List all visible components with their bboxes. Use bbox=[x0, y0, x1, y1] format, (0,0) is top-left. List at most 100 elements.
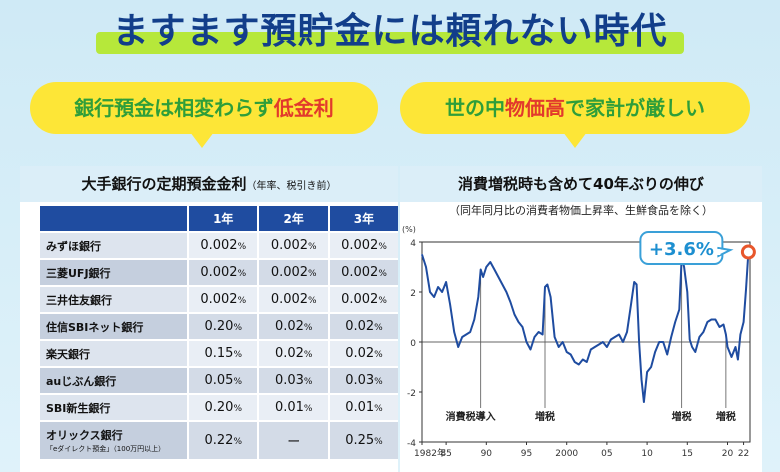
x-tick-label: 20 bbox=[722, 449, 734, 459]
percent-unit: % bbox=[374, 404, 383, 414]
rate-cell: 0.002% bbox=[186, 231, 259, 259]
data-point bbox=[739, 333, 741, 336]
data-point bbox=[638, 341, 640, 343]
annotation-label: 消費税導入 bbox=[446, 410, 496, 423]
percent-unit: % bbox=[378, 242, 387, 252]
rate-cell: 0.002% bbox=[257, 285, 329, 313]
callout-pointer-mask bbox=[716, 249, 721, 255]
rate-cell: 0.02% bbox=[257, 312, 329, 340]
bank-name: 三井住友銀行 bbox=[40, 285, 188, 313]
table-row: 住信SBIネット銀行 0.20% 0.02% 0.02% bbox=[40, 312, 398, 340]
rate-value: 0.15 bbox=[204, 346, 234, 361]
rate-cell: 0.002% bbox=[327, 258, 398, 286]
data-point bbox=[533, 336, 536, 338]
rate-value: 0.002 bbox=[200, 292, 238, 307]
bank-name: 三菱UFJ銀行 bbox=[40, 258, 188, 286]
table-row: SBI新生銀行 0.20% 0.01% 0.01% bbox=[40, 393, 398, 421]
data-point bbox=[706, 321, 708, 323]
rate-cell: 0.02% bbox=[257, 339, 329, 367]
annotation-label: 増税 bbox=[535, 410, 555, 423]
rate-cell: 0.002% bbox=[257, 258, 329, 286]
data-point bbox=[622, 341, 624, 343]
rate-cell: 0.01% bbox=[257, 393, 329, 421]
rates-table: 1年 2年 3年 みずほ銀行 0.002% 0.002% 0.002% 三菱UFJ銀行 0… bbox=[40, 206, 398, 459]
rate-value: 0.20 bbox=[204, 319, 234, 334]
data-point bbox=[517, 321, 520, 323]
data-point bbox=[658, 341, 660, 343]
data-point bbox=[453, 331, 455, 333]
data-point bbox=[590, 348, 592, 351]
percent-unit: % bbox=[374, 350, 383, 360]
table-row: みずほ銀行 0.002% 0.002% 0.002% bbox=[40, 231, 398, 259]
data-point bbox=[537, 331, 540, 333]
data-point bbox=[578, 363, 580, 366]
rate-cell: 0.15% bbox=[186, 339, 259, 367]
rate-value: 0.02 bbox=[345, 346, 375, 361]
data-point bbox=[501, 283, 503, 286]
data-point bbox=[485, 266, 487, 268]
latest-value-marker bbox=[740, 244, 756, 260]
data-point bbox=[726, 346, 729, 348]
percent-unit: % bbox=[233, 404, 242, 414]
left-headline-emphasis: 低金利 bbox=[273, 96, 334, 120]
percent-unit: % bbox=[308, 242, 317, 252]
rate-cell: 0.002% bbox=[257, 231, 329, 259]
data-point bbox=[702, 331, 704, 333]
data-point bbox=[421, 253, 423, 256]
callout-value: +3.6% bbox=[649, 239, 714, 260]
data-point bbox=[489, 261, 491, 263]
data-point bbox=[473, 318, 475, 321]
data-point bbox=[433, 296, 435, 298]
data-point bbox=[662, 341, 664, 343]
bank-name: SBI新生銀行 bbox=[40, 393, 188, 421]
percent-unit: % bbox=[308, 296, 317, 306]
data-point bbox=[461, 336, 463, 338]
rate-value: 0.002 bbox=[341, 292, 379, 307]
percent-unit: % bbox=[237, 269, 247, 279]
annotation-label: 増税 bbox=[716, 410, 736, 423]
rate-cell: 0.01% bbox=[327, 393, 398, 421]
data-point bbox=[525, 341, 528, 343]
data-point bbox=[469, 331, 471, 333]
y-tick-label: -2 bbox=[407, 389, 416, 399]
data-point bbox=[626, 331, 628, 333]
right-headline-emphasis: 物価高 bbox=[505, 96, 565, 120]
rates-note: （年率、税引き前） bbox=[246, 181, 337, 192]
data-point bbox=[482, 276, 484, 278]
percent-unit: % bbox=[233, 377, 242, 387]
rate-cell: 0.20% bbox=[186, 312, 259, 340]
data-point bbox=[513, 313, 516, 316]
rate-value: 0.01 bbox=[274, 400, 304, 415]
data-point bbox=[678, 308, 680, 311]
rates-panel-header: 大手銀行の定期預金金利（年率、税引き前） bbox=[20, 166, 398, 202]
bank-name: 楽天銀行 bbox=[40, 339, 188, 367]
percent-unit: % bbox=[374, 377, 383, 387]
percent-unit: % bbox=[237, 242, 247, 252]
rate-value: 0.03 bbox=[345, 373, 375, 388]
rates-header-col: 2年 bbox=[257, 206, 329, 232]
data-point bbox=[610, 338, 612, 341]
data-point bbox=[737, 358, 739, 361]
rate-value: 0.002 bbox=[341, 265, 379, 280]
data-point bbox=[465, 333, 467, 336]
data-point bbox=[477, 296, 479, 298]
rate-cell: 0.05% bbox=[186, 366, 259, 394]
data-point bbox=[714, 318, 717, 321]
rate-cell: 0.002% bbox=[186, 258, 259, 286]
data-point bbox=[582, 358, 584, 361]
rate-cell: 0.002% bbox=[327, 231, 398, 259]
rate-value: 0.22 bbox=[204, 433, 234, 448]
data-point bbox=[529, 348, 532, 351]
data-point bbox=[691, 346, 693, 348]
rate-cell: 0.03% bbox=[327, 366, 398, 394]
data-point bbox=[734, 346, 737, 348]
percent-unit: % bbox=[374, 323, 383, 333]
data-point bbox=[441, 291, 443, 293]
rates-header-col: 1年 bbox=[186, 206, 259, 232]
data-point bbox=[541, 333, 544, 336]
rate-value: 0.20 bbox=[204, 400, 234, 415]
data-point bbox=[429, 291, 431, 293]
rate-value: ー bbox=[287, 435, 301, 450]
y-tick-label: 4 bbox=[410, 239, 416, 249]
